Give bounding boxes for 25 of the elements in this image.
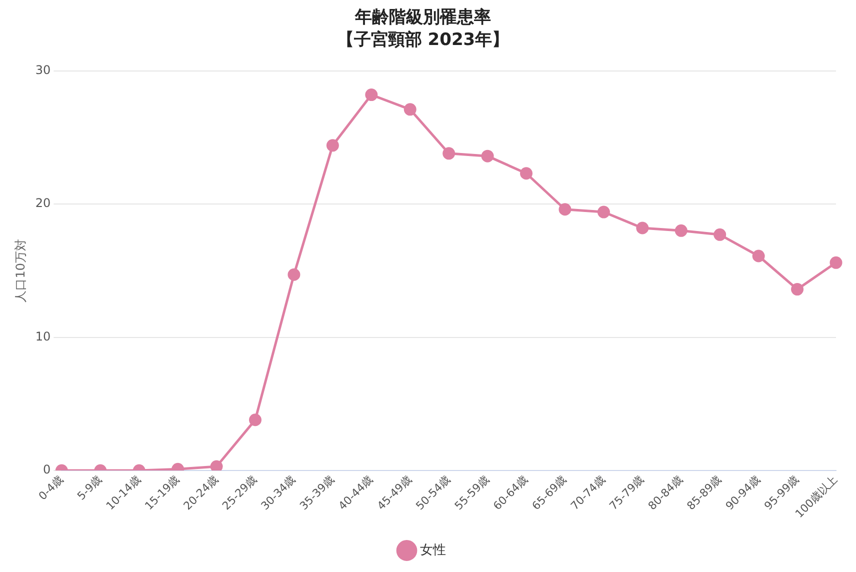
point xyxy=(481,150,494,162)
point xyxy=(674,224,688,237)
y-tick-label: 10 xyxy=(35,329,51,344)
point xyxy=(791,283,804,296)
point xyxy=(210,460,223,470)
chart-subtitle: 【子宮頸部 2023年】 xyxy=(336,30,510,50)
point xyxy=(714,228,726,241)
y-axis-title: 人口10万対 xyxy=(13,239,28,302)
point xyxy=(830,256,842,269)
point xyxy=(636,222,649,234)
point xyxy=(558,203,572,216)
point xyxy=(597,206,610,218)
point xyxy=(326,139,339,152)
x-tick-label: 5-9歳 xyxy=(74,473,105,503)
point xyxy=(288,268,300,281)
y-tick-label: 30 xyxy=(35,62,51,77)
point xyxy=(249,414,262,426)
y-tick-label: 20 xyxy=(35,196,51,210)
point xyxy=(365,88,378,102)
point xyxy=(752,250,765,262)
point xyxy=(404,103,416,116)
point xyxy=(520,167,533,180)
point xyxy=(442,147,456,160)
legend-label: 女性 xyxy=(420,542,446,558)
chart-title: 年齢階級別罹患率 xyxy=(354,8,491,28)
